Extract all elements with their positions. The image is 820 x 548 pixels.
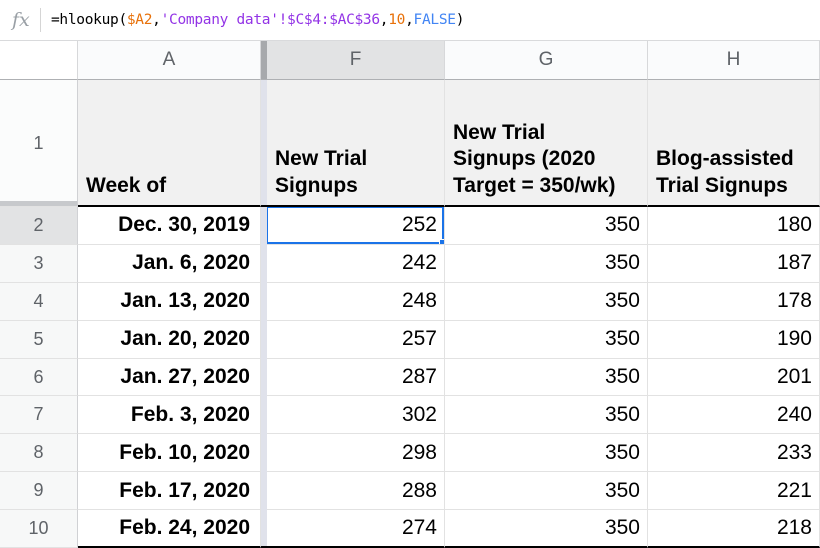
table-header-row: 1 Week of New Trial Signups New Trial Si…	[0, 80, 820, 207]
formula-bar-divider	[40, 8, 41, 32]
cell-blog-assisted[interactable]: 190	[648, 320, 820, 359]
row-number[interactable]: 6	[0, 358, 78, 397]
cell-target-2020[interactable]: 350	[445, 396, 648, 435]
row-number[interactable]: 4	[0, 282, 78, 321]
cell-week-of[interactable]: Feb. 24, 2020	[78, 510, 261, 548]
sheet-row: 7 Feb. 3, 2020 302 350 240	[0, 396, 820, 435]
cell-blog-assisted[interactable]: 178	[648, 282, 820, 321]
sheet-row: 6 Jan. 27, 2020 287 350 201	[0, 358, 820, 397]
cell-blog-assisted[interactable]: 180	[648, 207, 820, 245]
formula-segment: ,	[405, 12, 414, 28]
cell-target-2020[interactable]: 350	[445, 282, 648, 321]
cell-target-2020[interactable]: 350	[445, 358, 648, 397]
formula-segment: ,	[379, 12, 389, 28]
hidden-columns-divider[interactable]	[261, 434, 267, 473]
formula-segment: 10	[388, 12, 406, 28]
cell-new-trial-signups[interactable]: 248	[267, 282, 445, 321]
cell-blog-assisted[interactable]: 201	[648, 358, 820, 397]
cell-week-of[interactable]: Feb. 3, 2020	[78, 396, 261, 435]
sheet-row: 4 Jan. 13, 2020 248 350 178	[0, 282, 820, 321]
cell-week-of[interactable]: Feb. 10, 2020	[78, 434, 261, 473]
cell-blog-assisted[interactable]: 233	[648, 434, 820, 473]
cell-target-2020[interactable]: 350	[445, 320, 648, 359]
cell-week-of[interactable]: Jan. 20, 2020	[78, 320, 261, 359]
row-number-label: 1	[33, 132, 44, 153]
cell-blog-assisted-header[interactable]: Blog-assisted Trial Signups	[648, 80, 820, 207]
cell-new-trial-signups[interactable]: 287	[267, 358, 445, 397]
sheet-row: 8 Feb. 10, 2020 298 350 233	[0, 434, 820, 473]
sheet-row: 9 Feb. 17, 2020 288 350 221	[0, 472, 820, 511]
cell-new-trial-signups[interactable]: 242	[267, 244, 445, 283]
hidden-columns-divider[interactable]	[261, 358, 267, 397]
cell-new-trial-signups-header[interactable]: New Trial Signups	[267, 80, 445, 207]
row-number[interactable]: 8	[0, 434, 78, 473]
cell-new-trial-signups[interactable]: 298	[267, 434, 445, 473]
cell-blog-assisted[interactable]: 218	[648, 510, 820, 548]
cell-week-of[interactable]: Feb. 17, 2020	[78, 472, 261, 511]
column-header-g[interactable]: G	[445, 41, 648, 80]
row-number[interactable]: 7	[0, 396, 78, 435]
cell-target-header[interactable]: New Trial Signups (2020 Target = 350/wk)	[445, 80, 648, 207]
column-header-f[interactable]: F	[267, 41, 445, 80]
cell-week-of[interactable]: Jan. 13, 2020	[78, 282, 261, 321]
hidden-columns-divider[interactable]	[261, 207, 267, 245]
cell-target-2020[interactable]: 350	[445, 472, 648, 511]
sheet-body: 2 Dec. 30, 2019 252 350 180 3 Jan. 6, 2020 242 3…	[0, 207, 820, 548]
cell-blog-assisted[interactable]: 240	[648, 396, 820, 435]
cell-week-of-header[interactable]: Week of	[78, 80, 261, 207]
cell-week-of[interactable]: Jan. 27, 2020	[78, 358, 261, 397]
column-header-a[interactable]: A	[78, 41, 261, 80]
cell-blog-assisted[interactable]: 221	[648, 472, 820, 511]
row-number[interactable]: 1	[0, 80, 78, 207]
sheet-row: 5 Jan. 20, 2020 257 350 190	[0, 320, 820, 359]
cell-new-trial-signups[interactable]: 252	[267, 207, 445, 245]
hidden-columns-divider[interactable]	[261, 80, 267, 207]
hidden-columns-divider[interactable]	[261, 396, 267, 435]
formula-segment: =hlookup(	[51, 12, 127, 28]
hidden-columns-divider[interactable]	[261, 282, 267, 321]
sheet-row: 3 Jan. 6, 2020 242 350 187	[0, 244, 820, 283]
formula-segment: $A2	[126, 12, 153, 28]
active-cell-border	[267, 207, 444, 244]
cell-new-trial-signups[interactable]: 274	[267, 510, 445, 548]
sheet-row: 2 Dec. 30, 2019 252 350 180	[0, 207, 820, 245]
formula-segment: FALSE	[413, 12, 456, 28]
hidden-columns-divider[interactable]	[261, 472, 267, 511]
cell-new-trial-signups[interactable]: 257	[267, 320, 445, 359]
column-header-h[interactable]: H	[648, 41, 820, 80]
fx-icon: fx	[12, 9, 30, 31]
column-header-row: A F G H	[0, 41, 820, 80]
hidden-columns-divider[interactable]	[261, 510, 267, 548]
formula-bar: fx =hlookup($A2,'Company data'!$C$4:$AC$…	[0, 0, 820, 41]
cell-target-2020[interactable]: 350	[445, 207, 648, 245]
cell-target-2020[interactable]: 350	[445, 244, 648, 283]
formula-segment: 'Company data'!$C$4:$AC$36	[160, 12, 380, 28]
frozen-rows-handle[interactable]	[0, 201, 77, 206]
hidden-columns-divider[interactable]	[261, 320, 267, 359]
formula-segment: )	[455, 12, 465, 28]
row-number[interactable]: 3	[0, 244, 78, 283]
cell-target-2020[interactable]: 350	[445, 510, 648, 548]
row-number[interactable]: 9	[0, 472, 78, 511]
row-number[interactable]: 10	[0, 510, 78, 548]
cell-blog-assisted[interactable]: 187	[648, 244, 820, 283]
row-number[interactable]: 2	[0, 207, 78, 245]
cell-week-of[interactable]: Jan. 6, 2020	[78, 244, 261, 283]
formula-input[interactable]: =hlookup($A2,'Company data'!$C$4:$AC$36,…	[51, 12, 464, 28]
cell-new-trial-signups[interactable]: 302	[267, 396, 445, 435]
cell-new-trial-signups[interactable]: 288	[267, 472, 445, 511]
formula-segment: ,	[152, 12, 161, 28]
row-number[interactable]: 5	[0, 320, 78, 359]
hidden-columns-divider[interactable]	[261, 244, 267, 283]
cell-target-2020[interactable]: 350	[445, 434, 648, 473]
select-all-corner[interactable]	[0, 41, 78, 80]
cell-week-of[interactable]: Dec. 30, 2019	[78, 207, 261, 245]
sheet-row: 10 Feb. 24, 2020 274 350 218	[0, 510, 820, 548]
hidden-columns-divider[interactable]	[261, 41, 267, 80]
